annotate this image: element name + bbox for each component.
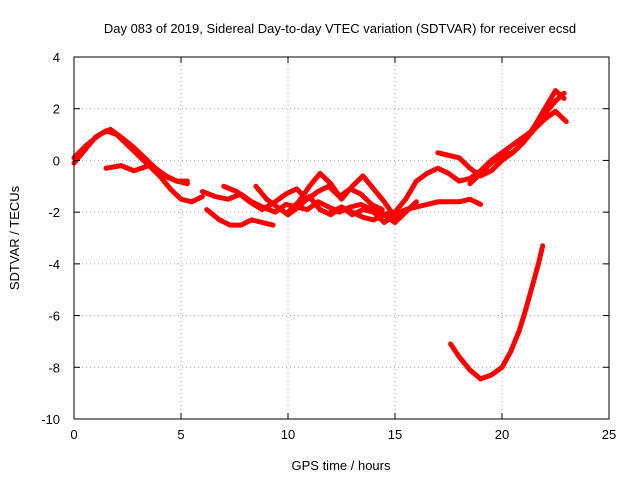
data-series	[71, 88, 569, 382]
y-tick-label: -2	[48, 205, 60, 220]
grid	[74, 57, 609, 419]
x-tick-label: 0	[70, 427, 77, 442]
x-tick-labels: 0 5 10 15 20 25	[70, 427, 616, 442]
series-arc-9	[328, 196, 484, 225]
y-tick-label: 0	[53, 153, 60, 168]
y-tick-label: 2	[53, 102, 60, 117]
axis-ticks	[73, 56, 610, 420]
y-tick-label: -8	[48, 360, 60, 375]
x-tick-label: 15	[388, 427, 402, 442]
series-arc-2	[71, 126, 190, 187]
series-arc-4	[204, 207, 276, 228]
series-arc-3	[103, 163, 190, 184]
x-tick-label: 20	[495, 427, 509, 442]
chart-title: Day 083 of 2019, Sidereal Day-to-day VTE…	[104, 21, 576, 36]
y-tick-label: 4	[53, 50, 60, 65]
x-tick-label: 25	[602, 427, 616, 442]
x-axis-label: GPS time / hours	[292, 458, 391, 473]
series-arc-11	[435, 90, 567, 179]
series-arc-10	[392, 108, 569, 215]
x-tick-label: 10	[281, 427, 295, 442]
y-tick-label: -10	[41, 412, 60, 427]
series-arc-12	[467, 88, 567, 187]
plot-frame	[73, 56, 610, 420]
series-arc-13	[448, 243, 546, 382]
y-tick-labels: -10 -8 -6 -4 -2 0 2 4	[41, 50, 60, 427]
y-tick-label: -4	[48, 257, 60, 272]
x-tick-label: 5	[177, 427, 184, 442]
y-axis-label: SDTVAR / TECUs	[7, 185, 22, 290]
y-tick-label: -6	[48, 309, 60, 324]
